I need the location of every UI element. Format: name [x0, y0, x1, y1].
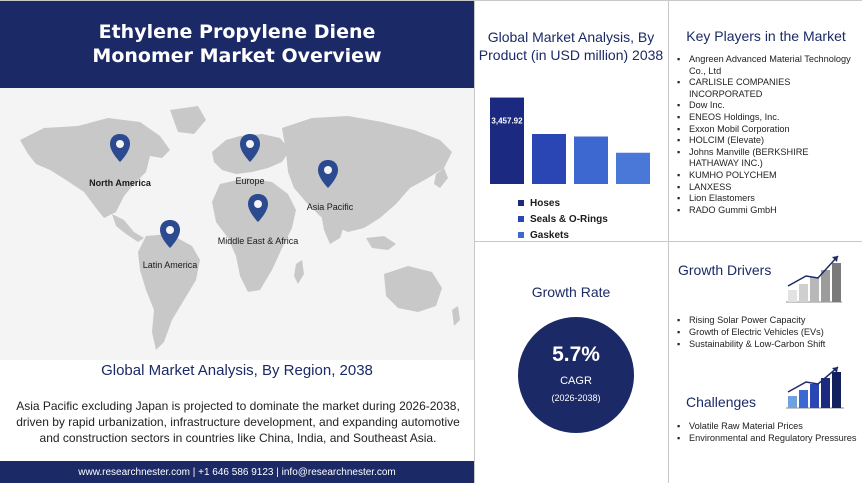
new-zealand-shape	[452, 306, 460, 326]
key-players-list: Angreen Advanced Material Technology Co.…	[677, 54, 857, 216]
pin-north-america	[110, 134, 130, 162]
madagascar-shape	[294, 260, 304, 284]
list-item: Environmental and Regulatory Pressures	[677, 432, 857, 444]
list-item: HOLCIM (Elevate)	[677, 135, 857, 147]
legend-swatch	[518, 232, 524, 238]
pin-middle-east-africa	[248, 194, 268, 222]
region-label-asia-pacific: Asia Pacific	[307, 202, 354, 212]
world-map-panel: North America Europe Asia Pacific Middle…	[0, 88, 474, 360]
region-label-europe: Europe	[235, 176, 264, 186]
world-map-land	[20, 106, 460, 350]
growth-chart-icon	[786, 255, 842, 303]
product-bar-chart: 3,457.92	[490, 97, 650, 184]
legend-swatch	[518, 216, 524, 222]
greenland-shape	[170, 106, 206, 134]
legend-label: Seals & O-Rings	[530, 213, 608, 225]
growth-rate-title: Growth Rate	[531, 284, 611, 300]
southeast-asia-shape	[366, 236, 396, 250]
bar-seals-o-rings	[532, 134, 566, 184]
list-item: Growth of Electric Vehicles (EVs)	[677, 326, 857, 338]
list-item: KUMHO POLYCHEM	[677, 170, 857, 182]
product-chart-legend: Hoses Seals & O-Rings Gaskets	[518, 195, 608, 243]
bar-data-label: 3,457.92	[491, 117, 523, 126]
asia-shape	[282, 116, 452, 232]
list-item: Johns Manville (BERKSHIRE HATHAWAY INC.)	[677, 147, 857, 170]
list-item: CARLISLE COMPANIES INCORPORATED	[677, 77, 857, 100]
list-item: Angreen Advanced Material Technology Co.…	[677, 54, 857, 77]
legend-item-seals: Seals & O-Rings	[518, 211, 608, 227]
growth-drivers-title: Growth Drivers	[678, 262, 772, 278]
map-pin-dot	[254, 200, 262, 208]
central-america-shape	[112, 214, 144, 242]
region-label-middle-east-africa: Middle East & Africa	[218, 236, 299, 246]
key-players-title: Key Players in the Market	[686, 28, 846, 44]
bar-other	[616, 152, 650, 184]
legend-label: Gaskets	[530, 229, 569, 241]
challenges-list: Volatile Raw Material Prices Environment…	[677, 420, 857, 444]
legend-item-gaskets: Gaskets	[518, 227, 608, 243]
pin-asia-pacific	[318, 160, 338, 188]
challenges-title: Challenges	[686, 394, 757, 410]
list-item: Dow Inc.	[677, 100, 857, 112]
pin-europe	[240, 134, 260, 162]
cagr-period: (2026-2038)	[551, 393, 601, 403]
growth-drivers-list: Rising Solar Power Capacity Growth of El…	[677, 314, 857, 350]
bar-gaskets	[574, 136, 608, 184]
list-item: Volatile Raw Material Prices	[677, 420, 857, 432]
australia-shape	[384, 266, 442, 312]
region-section-title: Global Market Analysis, By Region, 2038	[101, 362, 373, 379]
divider-top	[0, 0, 862, 1]
map-pin-dot	[166, 226, 174, 234]
world-map: North America Europe Asia Pacific Middle…	[20, 106, 460, 350]
list-item: Rising Solar Power Capacity	[677, 314, 857, 326]
list-item: Sustainability & Low-Carbon Shift	[677, 338, 857, 350]
list-item: Lion Elastomers	[677, 193, 857, 205]
region-section-description: Asia Pacific excluding Japan is projecte…	[16, 399, 460, 445]
bar-hoses	[490, 97, 524, 184]
pin-latin-america	[160, 220, 180, 248]
japan-shape	[434, 168, 448, 188]
legend-swatch	[518, 200, 524, 206]
cagr-badge: 5.7% CAGR (2026-2038)	[518, 317, 634, 433]
title-banner: Ethylene Propylene Diene Monomer Market …	[0, 0, 474, 88]
region-label-latin-america: Latin America	[143, 260, 198, 270]
map-pin-dot	[246, 140, 254, 148]
cagr-label: CAGR	[560, 375, 592, 387]
divider-horizontal-middle	[474, 241, 862, 242]
legend-item-hoses: Hoses	[518, 195, 608, 211]
cagr-value: 5.7%	[552, 343, 600, 366]
list-item: RADO Gummi GmbH	[677, 205, 857, 217]
challenges-chart-icon	[786, 366, 844, 409]
india-shape	[320, 206, 346, 244]
footer-contact: www.researchnester.com | +1 646 586 9123…	[0, 461, 474, 483]
map-pin-dot	[116, 140, 124, 148]
product-chart-title: Global Market Analysis, By Product (in U…	[478, 29, 664, 63]
north-america-shape	[20, 118, 170, 218]
list-item: Exxon Mobil Corporation	[677, 124, 857, 136]
africa-shape	[212, 178, 296, 292]
legend-label: Hoses	[530, 197, 561, 209]
south-america-shape	[138, 234, 200, 350]
map-pin-dot	[324, 166, 332, 174]
region-label-north-america: North America	[89, 178, 152, 188]
list-item: ENEOS Holdings, Inc.	[677, 112, 857, 124]
list-item: LANXESS	[677, 182, 857, 194]
page-title: Ethylene Propylene Diene Monomer Market …	[92, 21, 382, 67]
